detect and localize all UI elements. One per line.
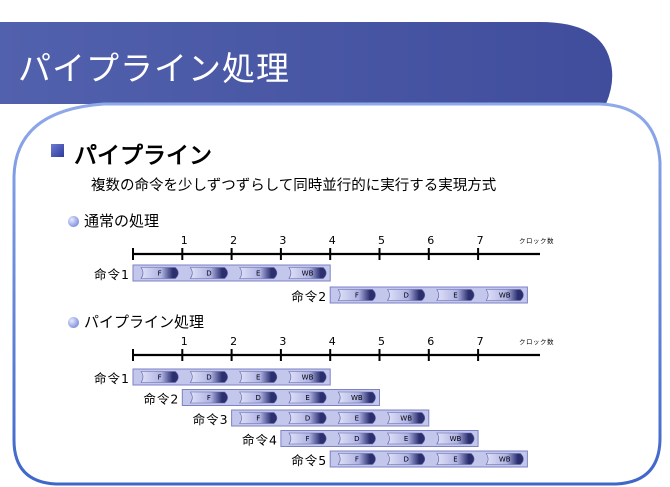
stage-label: D bbox=[206, 270, 211, 278]
stage-label: WB bbox=[302, 374, 314, 382]
pipeline-stage-segment bbox=[239, 267, 278, 279]
instruction-label: 命令2 bbox=[291, 289, 327, 304]
pipeline-stage-segment bbox=[239, 371, 278, 383]
clock-tick-label: 4 bbox=[329, 234, 336, 247]
round-bullet-icon bbox=[68, 216, 79, 227]
stage-label: D bbox=[206, 374, 211, 382]
clock-tick-label: 7 bbox=[477, 335, 484, 348]
instruction-label: 命令2 bbox=[143, 392, 179, 407]
pipeline-stage-segment bbox=[189, 391, 228, 404]
section-label-normal: 通常の処理 bbox=[68, 210, 159, 231]
pipeline-stage-segment bbox=[189, 267, 228, 279]
pipeline-stage-segment bbox=[386, 412, 426, 424]
clock-tick-label: 6 bbox=[427, 234, 434, 247]
clock-tick-label: 1 bbox=[181, 234, 188, 247]
stage-label: E bbox=[256, 374, 260, 382]
stage-label: F bbox=[158, 270, 162, 278]
section-label-pipeline: パイプライン処理 bbox=[68, 311, 204, 332]
instruction-label: 命令5 bbox=[291, 453, 327, 468]
pipeline-stage-segment bbox=[436, 289, 475, 301]
title-band bbox=[0, 22, 613, 104]
pipeline-stage-segment bbox=[337, 453, 376, 465]
stage-label: E bbox=[404, 435, 408, 443]
pipeline-stage-segment bbox=[485, 289, 524, 301]
stage-label: E bbox=[355, 415, 359, 423]
description-text: 複数の命令を少しずつずらして同時並行的に実行する実現方式 bbox=[91, 178, 497, 194]
instruction-label: 命令1 bbox=[94, 267, 130, 282]
instruction-label: 命令1 bbox=[94, 371, 130, 386]
stage-label: WB bbox=[351, 394, 363, 402]
stage-label: WB bbox=[499, 456, 511, 464]
slide-title: パイプライン処理 bbox=[18, 49, 290, 88]
stage-label: E bbox=[256, 270, 260, 278]
pipeline-stage-segment bbox=[288, 267, 327, 279]
pipeline-stage-segment bbox=[386, 453, 426, 465]
stage-label: F bbox=[256, 415, 260, 423]
clock-tick-label: 2 bbox=[230, 234, 237, 247]
stage-label: D bbox=[305, 415, 310, 423]
stage-label: E bbox=[453, 292, 457, 300]
clock-tick-label: 3 bbox=[279, 335, 286, 348]
square-bullet-icon bbox=[51, 144, 64, 157]
clock-tick-label: 7 bbox=[477, 234, 484, 247]
instruction-bar bbox=[231, 409, 430, 427]
stage-label: D bbox=[403, 292, 408, 300]
section-label-text: 通常の処理 bbox=[84, 212, 160, 230]
clock-tick-label: 5 bbox=[378, 335, 385, 348]
pipeline-stage-segment bbox=[140, 267, 179, 279]
instruction-bar bbox=[329, 286, 528, 304]
stage-label: E bbox=[305, 394, 309, 402]
instruction-label: 命令4 bbox=[242, 433, 278, 448]
pipeline-stage-segment bbox=[189, 371, 228, 383]
section-label-text: パイプライン処理 bbox=[84, 313, 205, 331]
pipeline-stage-segment bbox=[485, 453, 524, 465]
stage-label: WB bbox=[400, 415, 412, 423]
pipeline-stage-segment bbox=[337, 412, 376, 424]
instruction-bar bbox=[280, 430, 479, 447]
pipeline-stage-segment bbox=[436, 453, 475, 465]
pipeline-stage-segment bbox=[239, 412, 278, 424]
stage-label: F bbox=[306, 435, 310, 443]
pipeline-stage-segment bbox=[337, 391, 376, 404]
clock-tick-label: 3 bbox=[279, 234, 286, 247]
pipeline-stage-segment bbox=[140, 371, 179, 383]
instruction-bar bbox=[181, 389, 380, 406]
stage-label: D bbox=[256, 394, 261, 402]
pipeline-stage-segment bbox=[386, 432, 426, 445]
pipeline-stage-segment bbox=[436, 432, 475, 445]
stage-label: WB bbox=[302, 270, 314, 278]
pipeline-stage-segment bbox=[288, 412, 327, 424]
stage-label: D bbox=[403, 456, 408, 464]
stage-label: WB bbox=[450, 435, 462, 443]
clock-tick-label: 4 bbox=[329, 335, 336, 348]
pipeline-stage-segment bbox=[239, 391, 278, 404]
clock-unit-label: クロック数 bbox=[519, 236, 554, 245]
instruction-bar bbox=[329, 450, 528, 468]
clock-unit-label: クロック数 bbox=[519, 337, 554, 346]
pipeline-stage-segment bbox=[386, 289, 426, 301]
round-bullet-icon bbox=[68, 317, 79, 328]
stage-label: WB bbox=[499, 292, 511, 300]
clock-tick-label: 2 bbox=[230, 335, 237, 348]
stage-label: E bbox=[453, 456, 457, 464]
section-heading: パイプライン bbox=[74, 143, 212, 169]
instruction-bar bbox=[132, 368, 331, 386]
stage-label: F bbox=[207, 394, 211, 402]
pipeline-stage-segment bbox=[337, 432, 376, 445]
pipeline-stage-segment bbox=[288, 391, 327, 404]
clock-tick-label: 6 bbox=[427, 335, 434, 348]
stage-label: F bbox=[355, 456, 359, 464]
pipeline-stage-segment bbox=[288, 432, 327, 445]
clock-tick-label: 1 bbox=[181, 335, 188, 348]
clock-tick-label: 5 bbox=[378, 234, 385, 247]
instruction-bar bbox=[132, 264, 331, 282]
pipeline-stage-segment bbox=[337, 289, 376, 301]
stage-label: D bbox=[354, 435, 359, 443]
stage-label: F bbox=[355, 292, 359, 300]
instruction-label: 命令3 bbox=[193, 412, 229, 427]
stage-label: F bbox=[158, 374, 162, 382]
pipeline-stage-segment bbox=[288, 371, 327, 383]
